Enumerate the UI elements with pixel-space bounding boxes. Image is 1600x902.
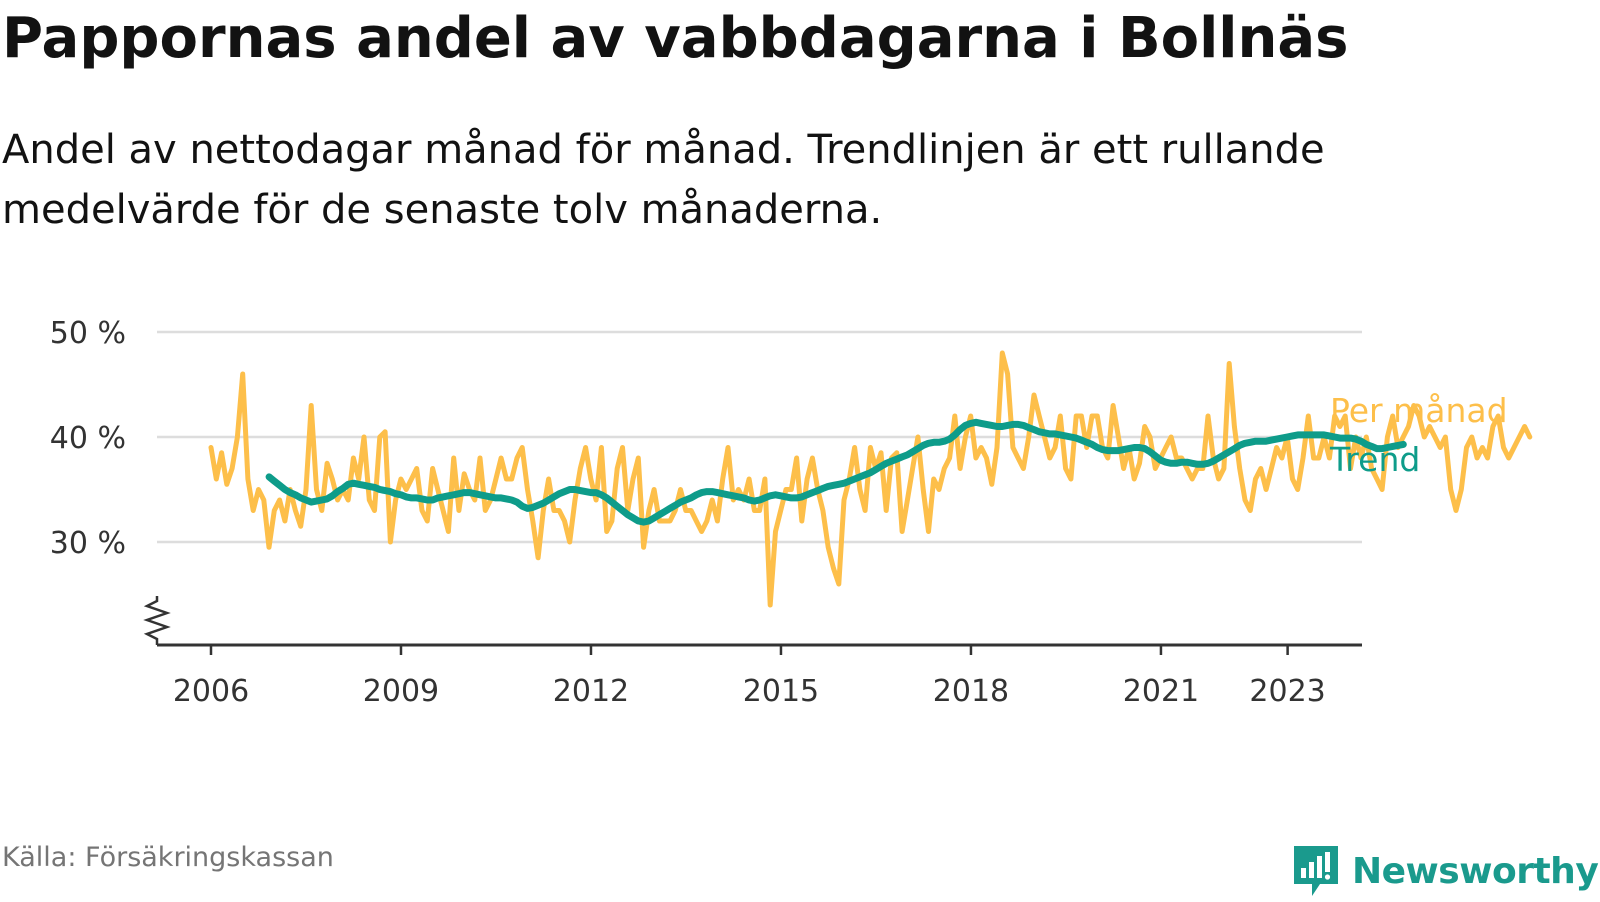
x-tick-label: 2018 <box>933 674 1009 709</box>
newsworthy-logo-icon <box>1294 846 1338 896</box>
source-note: Källa: Försäkringskassan <box>2 842 334 873</box>
x-tick-label: 2012 <box>553 674 629 709</box>
y-tick-label: 50 % <box>50 316 126 351</box>
series-line-per-manad <box>208 350 1533 608</box>
logo-text: Newsworthy <box>1352 850 1599 892</box>
x-axis-ticks: 2006 2009 2012 2015 2018 2021 2023 <box>173 645 1326 709</box>
series-label: Per månad <box>1330 391 1508 430</box>
x-tick-label: 2021 <box>1123 674 1199 709</box>
y-tick-label: 40 % <box>50 421 126 456</box>
x-tick-label: 2006 <box>173 674 249 709</box>
y-tick-label: 30 % <box>50 526 126 561</box>
chart-title: Pappornas andel av vabbdagarna i Bollnäs <box>2 6 1349 71</box>
x-tick-label: 2015 <box>743 674 819 709</box>
gridlines <box>157 330 1362 544</box>
y-axis-ticks: 30 % 40 % 50 % <box>50 316 126 561</box>
x-tick-label: 2009 <box>363 674 439 709</box>
newsworthy-logo: Newsworthy <box>1290 840 1599 902</box>
x-axis <box>143 596 1362 647</box>
series-label: Trend <box>1329 440 1420 479</box>
y-axis-break-icon <box>143 596 171 645</box>
series-labels: Per månad Trend <box>1329 391 1508 479</box>
x-tick-label: 2023 <box>1249 674 1325 709</box>
chart-subtitle: Andel av nettodagar månad för månad. Tre… <box>2 127 1325 233</box>
series-group <box>208 350 1533 608</box>
series-line-trend <box>265 418 1407 526</box>
